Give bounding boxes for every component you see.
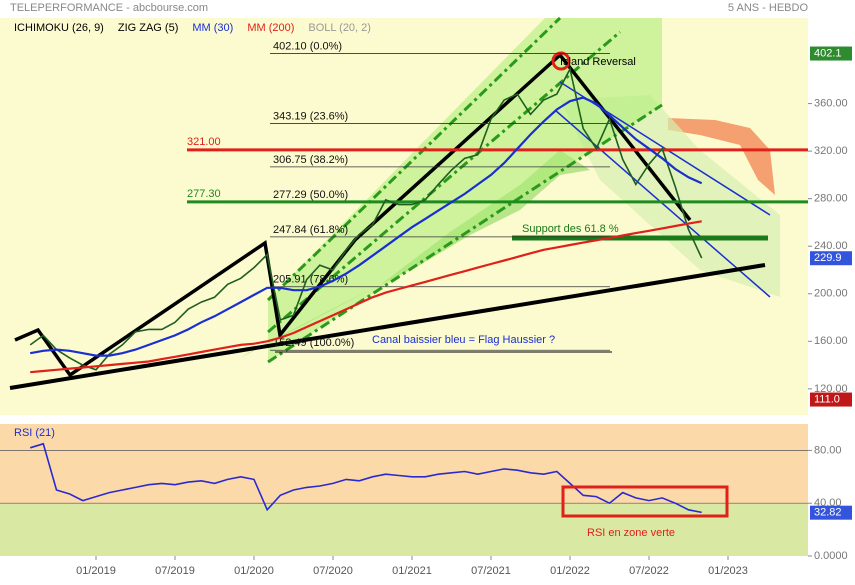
zigzag: [14, 52, 692, 378]
series-line: [30, 96, 703, 357]
series-line: [29, 66, 703, 371]
annotation: Canal baissier bleu = Flag Haussier ?: [372, 334, 555, 346]
x-tick-label: 01/2019: [76, 565, 116, 577]
channel-upper: [266, 16, 562, 302]
header-title: TELEPERFORMANCE - abcbourse.com: [10, 2, 208, 14]
annotation: Island Reversal: [560, 56, 636, 68]
indicator-legend: ICHIMOKU (26, 9): [14, 22, 104, 34]
indicator-legend: ZIG ZAG (5): [118, 22, 179, 34]
price-tag-label: 111.0: [814, 393, 840, 405]
fib-label: 277.29 (50.0%): [273, 189, 348, 201]
x-tick-label: 01/2020: [234, 565, 274, 577]
y-tick-label: 360.00: [814, 97, 848, 109]
fib-label: 152.49 (100.0%): [273, 337, 354, 349]
x-tick-label: 07/2022: [629, 565, 669, 577]
annotation: Support des 61.8 %: [522, 223, 619, 235]
fib-label: 306.75 (38.2%): [273, 154, 348, 166]
header-period: 5 ANS - HEBDO: [728, 2, 809, 14]
price-tag: [810, 251, 852, 266]
level-label: 277.30: [187, 188, 221, 200]
y-tick-label: 80.00: [814, 444, 842, 456]
level-label: 321.00: [187, 136, 221, 148]
series-line: [30, 220, 702, 374]
rsi-zone: [0, 424, 808, 504]
annotation: RSI en zone verte: [587, 527, 675, 539]
x-tick-label: 01/2022: [550, 565, 590, 577]
price-tag-label: 32.82: [814, 507, 842, 519]
x-tick-label: 01/2021: [392, 565, 432, 577]
panel-title: RSI (21): [14, 427, 55, 439]
y-tick-label: 280.00: [814, 193, 848, 205]
price-tag: [810, 392, 852, 407]
x-tick-label: 01/2023: [708, 565, 748, 577]
long-trendline: [9, 263, 766, 390]
reversal-circle: [551, 51, 571, 71]
y-tick-label: 0.0000: [814, 550, 848, 562]
x-tick-label: 07/2020: [313, 565, 353, 577]
rsi-zone: [0, 503, 808, 556]
x-tick-label: 07/2019: [155, 565, 195, 577]
y-tick-label: 240.00: [814, 240, 848, 252]
y-tick-label: 200.00: [814, 288, 848, 300]
series-line: [29, 442, 702, 514]
indicator-legend: MM (30): [192, 22, 233, 34]
price-tag: [810, 46, 852, 61]
fib-label: 343.19 (23.6%): [273, 110, 348, 122]
rsi-highlight: [561, 485, 729, 518]
price-tag-label: 402.1: [814, 47, 842, 59]
fib-label: 402.10 (0.0%): [273, 40, 342, 52]
indicator-legend: MM (200): [247, 22, 294, 34]
price-tag: [810, 505, 852, 520]
price-tag-label: 229.9: [814, 252, 842, 264]
fib-label: 247.84 (61.8%): [273, 224, 348, 236]
y-tick-label: 320.00: [814, 145, 848, 157]
y-tick-label: 160.00: [814, 335, 848, 347]
y-tick-label: 120.00: [814, 383, 848, 395]
ichimoku-cloud-red: [668, 118, 775, 195]
indicator-legend: BOLL (20, 2): [308, 22, 371, 34]
x-tick-label: 07/2021: [471, 565, 511, 577]
